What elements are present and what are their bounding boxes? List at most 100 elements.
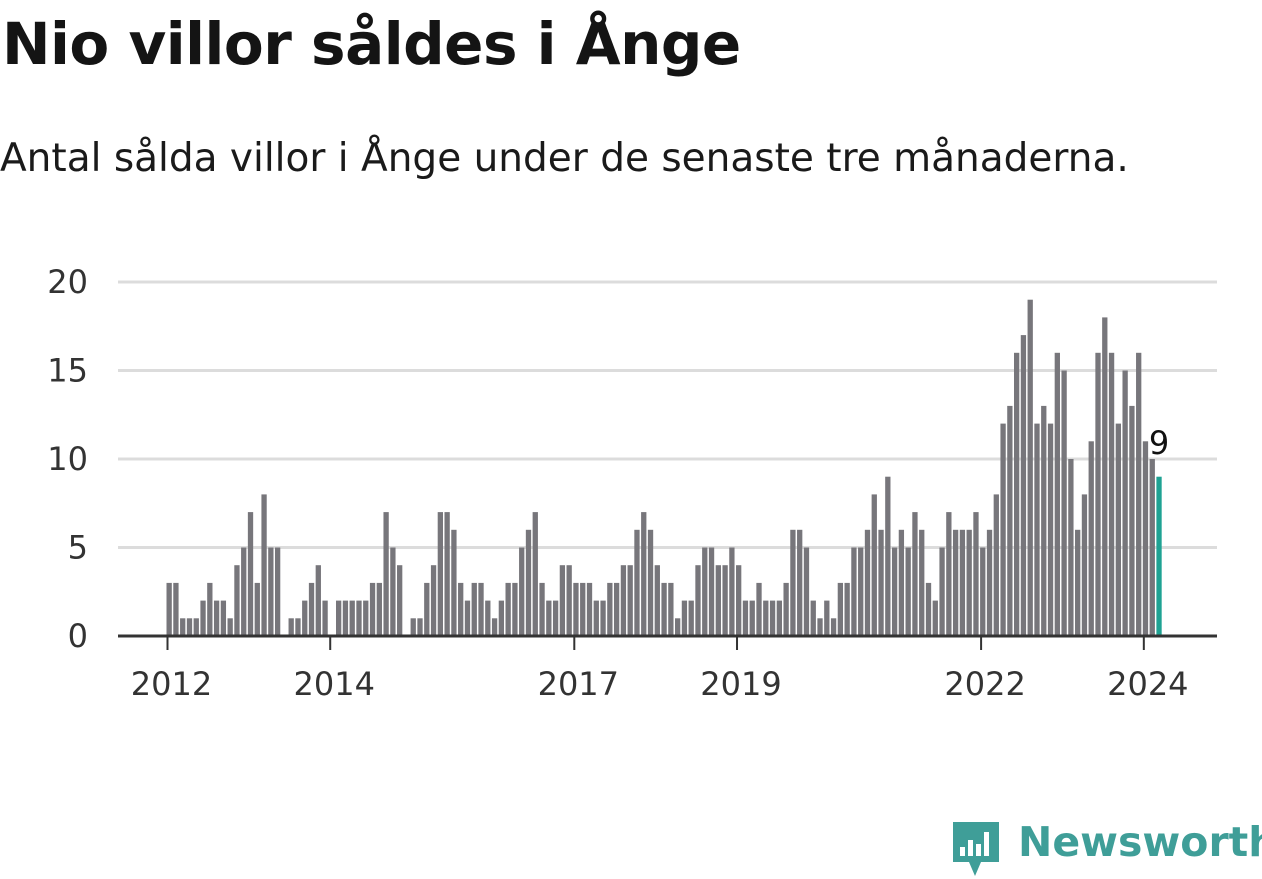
bar — [797, 529, 803, 636]
bar — [1108, 352, 1115, 636]
bar — [566, 565, 572, 636]
bar — [241, 547, 247, 636]
bar — [729, 547, 735, 636]
bar — [227, 618, 233, 636]
chart-subtitle: Antal sålda villor i Ånge under de senas… — [0, 136, 1129, 181]
bar — [973, 512, 979, 636]
bar — [369, 582, 376, 636]
bar — [790, 529, 796, 636]
bar — [336, 600, 342, 636]
bar — [1061, 370, 1067, 636]
bar — [552, 600, 559, 636]
bar — [274, 547, 281, 636]
bar — [1129, 405, 1135, 636]
bar — [1102, 317, 1108, 636]
bar — [1081, 494, 1088, 636]
bar — [837, 582, 844, 636]
bar — [824, 600, 830, 636]
bar — [627, 565, 633, 636]
bar — [905, 547, 911, 636]
bar — [390, 547, 396, 636]
bar — [430, 565, 437, 636]
bar — [708, 547, 715, 636]
newsworthy-logo-icon — [953, 822, 999, 876]
bar — [485, 600, 491, 636]
bar — [200, 600, 206, 636]
bar — [1054, 352, 1060, 636]
bar — [986, 529, 993, 636]
bar — [715, 565, 721, 636]
bar — [268, 547, 274, 636]
bar — [1027, 299, 1033, 636]
bar — [1142, 441, 1149, 636]
bar — [478, 582, 484, 636]
bar — [254, 582, 260, 636]
bar — [668, 582, 674, 636]
bar — [559, 565, 566, 636]
x-tick-label: 2024 — [1107, 665, 1188, 703]
bar — [532, 512, 538, 636]
bar — [1075, 529, 1081, 636]
bar — [912, 512, 918, 636]
bar — [1020, 335, 1027, 636]
highlight-value-label: 9 — [1149, 424, 1169, 462]
bar — [308, 582, 315, 636]
bar — [539, 582, 545, 636]
bar — [247, 512, 254, 636]
bar — [661, 582, 667, 636]
bar — [688, 600, 694, 636]
bar — [891, 547, 898, 636]
bar — [851, 547, 857, 636]
bar — [776, 600, 782, 636]
bar — [593, 600, 599, 636]
bar — [641, 512, 647, 636]
bar — [1088, 441, 1094, 636]
bar — [512, 582, 518, 636]
bar — [966, 529, 972, 636]
bar — [1136, 352, 1142, 636]
bar — [993, 494, 999, 636]
y-tick-label: 20 — [47, 263, 88, 301]
bar — [295, 618, 301, 636]
bar — [464, 600, 471, 636]
bar — [681, 600, 688, 636]
bar — [925, 582, 932, 636]
y-tick-label: 5 — [68, 529, 88, 567]
bar — [471, 582, 477, 636]
bar — [810, 600, 816, 636]
data-labels: 9 — [1149, 424, 1169, 462]
bar — [1122, 370, 1128, 636]
bar — [505, 582, 511, 636]
bar-chart: 0 5 10 15 20 2012 2014 2017 2019 2022 2024 9 — [47, 263, 1217, 703]
bar — [302, 600, 308, 636]
bar — [871, 494, 877, 636]
bar — [1007, 405, 1013, 636]
bar — [166, 582, 172, 636]
x-tick-label: 2012 — [131, 665, 212, 703]
bar — [207, 582, 213, 636]
bar — [885, 476, 891, 636]
chart-title: Nio villor såldes i Ånge — [2, 10, 741, 78]
bar — [1034, 423, 1040, 636]
bar — [919, 529, 925, 636]
y-tick-label: 15 — [47, 352, 88, 390]
bar — [763, 600, 769, 636]
bar — [695, 565, 701, 636]
bar — [424, 582, 430, 636]
bar — [756, 582, 762, 636]
bar — [322, 600, 328, 636]
bar — [193, 618, 199, 636]
gridlines — [118, 280, 1217, 549]
x-tick-label: 2017 — [538, 665, 619, 703]
bar — [342, 600, 349, 636]
bar — [356, 600, 362, 636]
bar — [607, 582, 613, 636]
bar — [410, 618, 416, 636]
bar — [783, 582, 789, 636]
bar — [675, 618, 681, 636]
x-tick-label: 2014 — [294, 665, 375, 703]
bar — [173, 582, 179, 636]
bar — [932, 600, 938, 636]
bar — [742, 600, 749, 636]
bar — [878, 529, 884, 636]
